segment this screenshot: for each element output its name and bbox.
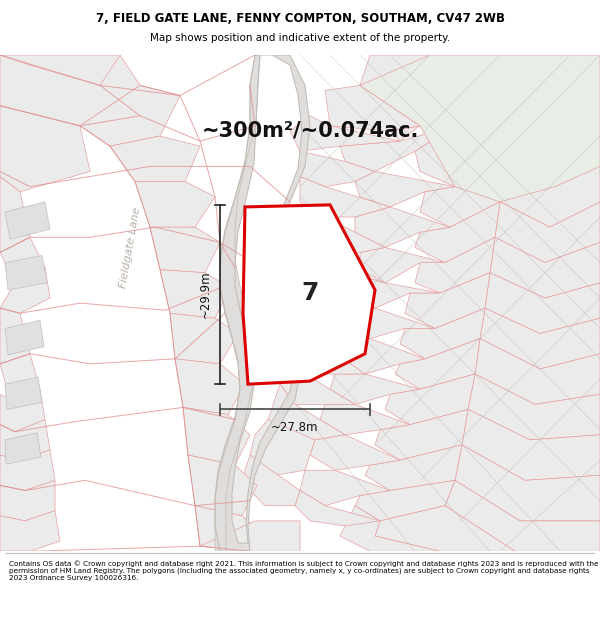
Polygon shape xyxy=(415,126,510,187)
Polygon shape xyxy=(0,511,60,551)
Polygon shape xyxy=(0,354,40,399)
Polygon shape xyxy=(150,227,220,272)
Polygon shape xyxy=(300,470,390,506)
Polygon shape xyxy=(183,408,250,465)
Polygon shape xyxy=(340,506,440,551)
Polygon shape xyxy=(290,323,365,374)
Polygon shape xyxy=(5,321,44,355)
Polygon shape xyxy=(340,126,455,171)
Polygon shape xyxy=(0,55,120,86)
Polygon shape xyxy=(390,96,480,141)
Polygon shape xyxy=(375,409,468,460)
Polygon shape xyxy=(300,262,375,308)
Polygon shape xyxy=(375,506,515,551)
Polygon shape xyxy=(355,207,450,248)
Polygon shape xyxy=(445,91,545,126)
Polygon shape xyxy=(300,176,390,217)
Text: Fieldgate Lane: Fieldgate Lane xyxy=(118,206,142,289)
Polygon shape xyxy=(455,445,600,521)
Polygon shape xyxy=(135,182,215,227)
Polygon shape xyxy=(485,272,600,334)
Polygon shape xyxy=(0,481,55,521)
Polygon shape xyxy=(5,202,50,239)
Polygon shape xyxy=(480,308,600,369)
Polygon shape xyxy=(355,481,455,521)
Polygon shape xyxy=(330,374,420,404)
Polygon shape xyxy=(510,91,600,146)
Polygon shape xyxy=(0,419,50,460)
Text: 7, FIELD GATE LANE, FENNY COMPTON, SOUTHAM, CV47 2WB: 7, FIELD GATE LANE, FENNY COMPTON, SOUTH… xyxy=(95,12,505,25)
Text: Map shows position and indicative extent of the property.: Map shows position and indicative extent… xyxy=(150,33,450,43)
Polygon shape xyxy=(445,481,600,551)
Text: ~29.9m: ~29.9m xyxy=(199,271,212,318)
Text: Contains OS data © Crown copyright and database right 2021. This information is : Contains OS data © Crown copyright and d… xyxy=(9,560,599,581)
Polygon shape xyxy=(400,308,485,359)
Polygon shape xyxy=(160,270,230,318)
Polygon shape xyxy=(5,432,41,464)
Polygon shape xyxy=(215,55,260,551)
Polygon shape xyxy=(385,374,475,424)
Polygon shape xyxy=(430,55,545,96)
Polygon shape xyxy=(0,176,30,252)
Polygon shape xyxy=(300,151,375,187)
Polygon shape xyxy=(170,313,238,364)
Polygon shape xyxy=(420,161,505,227)
Polygon shape xyxy=(175,359,245,414)
Polygon shape xyxy=(245,455,300,506)
Polygon shape xyxy=(500,161,600,227)
Polygon shape xyxy=(5,256,47,290)
Polygon shape xyxy=(0,389,45,432)
Polygon shape xyxy=(0,55,140,126)
Polygon shape xyxy=(280,354,355,404)
Polygon shape xyxy=(0,106,90,192)
Polygon shape xyxy=(0,450,55,491)
Polygon shape xyxy=(300,238,385,283)
Polygon shape xyxy=(320,404,410,435)
Polygon shape xyxy=(290,116,400,151)
Polygon shape xyxy=(475,339,600,404)
Polygon shape xyxy=(188,455,257,516)
Polygon shape xyxy=(300,288,370,344)
Polygon shape xyxy=(195,506,265,551)
Polygon shape xyxy=(325,86,420,131)
Polygon shape xyxy=(405,272,490,329)
Polygon shape xyxy=(505,126,600,187)
Polygon shape xyxy=(243,205,375,384)
Polygon shape xyxy=(200,521,300,551)
Polygon shape xyxy=(355,171,455,207)
Polygon shape xyxy=(0,308,30,364)
Polygon shape xyxy=(500,55,600,91)
Polygon shape xyxy=(295,491,380,526)
Polygon shape xyxy=(415,202,500,262)
Polygon shape xyxy=(0,268,50,313)
Polygon shape xyxy=(350,272,440,308)
Polygon shape xyxy=(340,339,425,374)
Polygon shape xyxy=(310,435,400,470)
Polygon shape xyxy=(462,409,600,481)
Polygon shape xyxy=(395,339,480,389)
Polygon shape xyxy=(250,419,315,475)
Polygon shape xyxy=(5,377,42,409)
Polygon shape xyxy=(360,55,480,126)
Polygon shape xyxy=(495,202,600,262)
Polygon shape xyxy=(110,136,200,182)
Polygon shape xyxy=(468,374,600,440)
Text: ~300m²/~0.074ac.: ~300m²/~0.074ac. xyxy=(202,121,419,141)
Polygon shape xyxy=(268,384,345,440)
Polygon shape xyxy=(80,86,180,146)
Text: 7: 7 xyxy=(301,281,319,305)
Polygon shape xyxy=(345,303,435,339)
Polygon shape xyxy=(215,55,310,551)
Text: ~27.8m: ~27.8m xyxy=(271,421,319,434)
Polygon shape xyxy=(360,248,445,283)
Polygon shape xyxy=(415,238,495,293)
Polygon shape xyxy=(360,55,600,202)
Polygon shape xyxy=(365,445,462,491)
Polygon shape xyxy=(305,212,385,253)
Polygon shape xyxy=(490,238,600,298)
Polygon shape xyxy=(0,238,45,283)
